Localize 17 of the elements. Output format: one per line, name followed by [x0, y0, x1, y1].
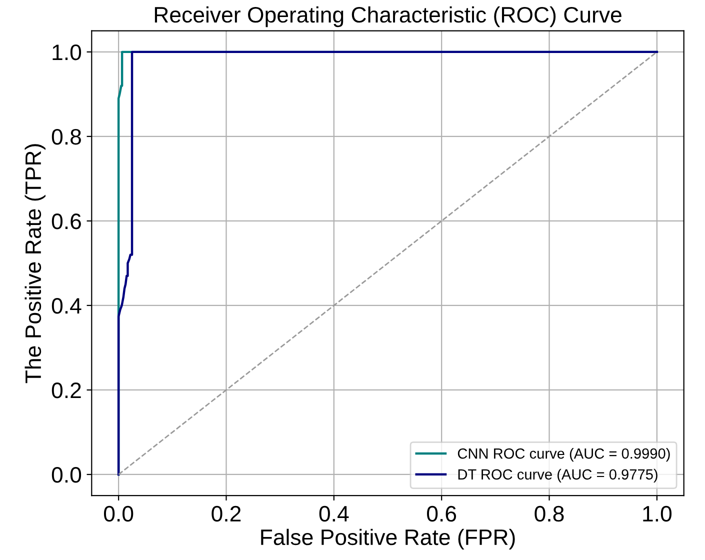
y-tick-label: 0.2 [52, 382, 81, 398]
legend-label: DT ROC curve (AUC = 0.9775) [458, 468, 658, 482]
x-tick-label: 0.8 [534, 506, 564, 522]
x-tick-label: 1.0 [643, 506, 672, 522]
y-tick-label: 0.0 [52, 467, 82, 483]
x-tick-label: 0.0 [104, 506, 134, 522]
x-tick-label: 0.2 [212, 506, 241, 522]
y-tick-label: 1.0 [52, 44, 82, 60]
chart-title: Receiver Operating Characteristic (ROC) Curve [154, 6, 622, 28]
y-axis-title: The Positive Rate (TPR) [24, 144, 46, 384]
x-tick-label: 0.4 [319, 506, 349, 522]
legend-label: CNN ROC curve (AUC = 0.9990) [458, 448, 670, 462]
y-tick-label: 0.8 [52, 128, 81, 145]
y-tick-label: 0.4 [52, 298, 82, 314]
y-tick-label: 0.6 [52, 213, 81, 230]
x-tick-label: 0.6 [427, 506, 456, 522]
x-axis-title: False Positive Rate (FPR) [261, 528, 515, 550]
